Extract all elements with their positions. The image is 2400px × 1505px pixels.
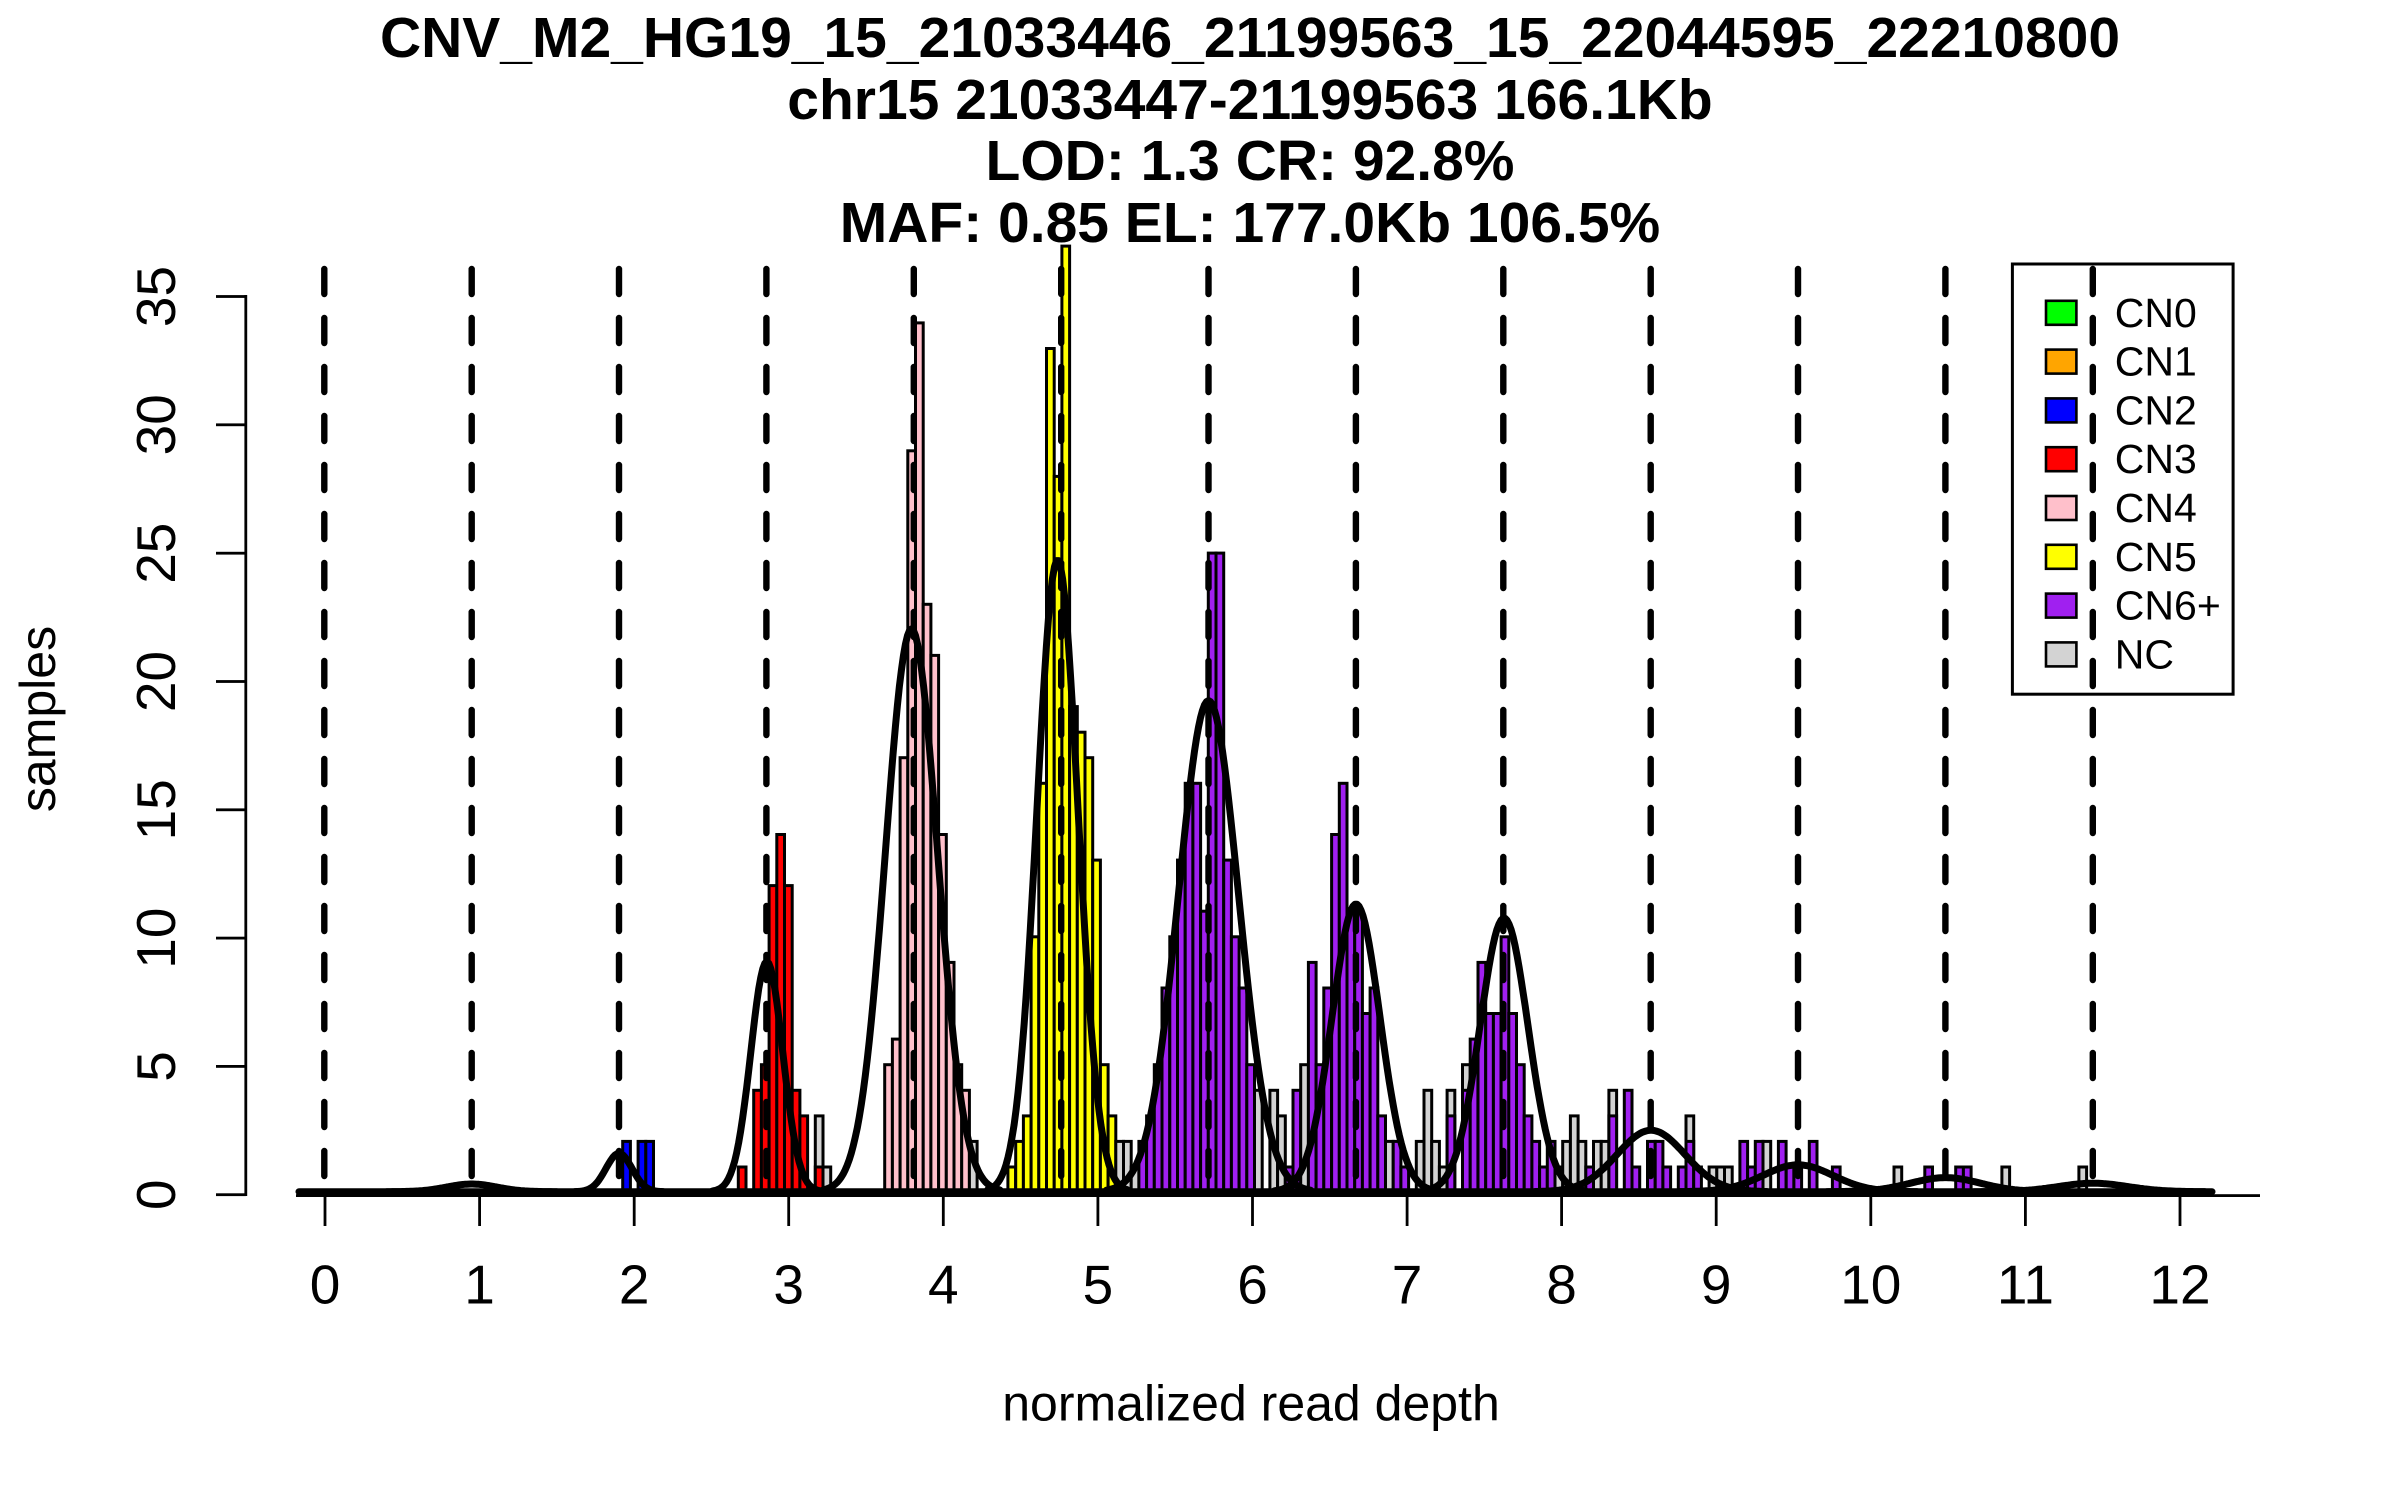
svg-text:samples: samples	[10, 626, 66, 812]
svg-text:35: 35	[125, 266, 187, 327]
svg-text:CN2: CN2	[2115, 387, 2197, 433]
svg-text:8: 8	[1546, 1254, 1577, 1316]
svg-text:5: 5	[1083, 1254, 1114, 1316]
svg-text:chr15 21033447-21199563 166.1K: chr15 21033447-21199563 166.1Kb	[787, 68, 1712, 132]
svg-text:CN3: CN3	[2115, 436, 2197, 482]
svg-text:CN6+: CN6+	[2115, 583, 2221, 629]
svg-text:CN0: CN0	[2115, 290, 2197, 336]
svg-text:4: 4	[928, 1254, 959, 1316]
svg-text:CN4: CN4	[2115, 485, 2197, 531]
svg-text:11: 11	[1997, 1254, 2054, 1316]
svg-text:30: 30	[125, 394, 187, 455]
svg-text:1: 1	[464, 1254, 495, 1316]
svg-text:CN5: CN5	[2115, 534, 2197, 580]
svg-text:6: 6	[1237, 1254, 1268, 1316]
svg-text:9: 9	[1701, 1254, 1732, 1316]
svg-text:5: 5	[125, 1051, 187, 1082]
svg-text:10: 10	[125, 908, 187, 969]
svg-text:CNV_M2_HG19_15_21033446_211995: CNV_M2_HG19_15_21033446_21199563_15_2204…	[380, 6, 2120, 70]
svg-text:CN1: CN1	[2115, 339, 2197, 385]
svg-text:25: 25	[125, 523, 187, 584]
svg-text:3: 3	[773, 1254, 804, 1316]
svg-text:20: 20	[125, 651, 187, 712]
svg-text:12: 12	[2149, 1254, 2210, 1316]
svg-text:15: 15	[125, 779, 187, 840]
svg-text:10: 10	[1840, 1254, 1901, 1316]
svg-text:0: 0	[125, 1179, 187, 1210]
svg-text:7: 7	[1392, 1254, 1423, 1316]
svg-text:MAF: 0.85 EL: 177.0Kb 106.5%: MAF: 0.85 EL: 177.0Kb 106.5%	[840, 191, 1661, 255]
svg-text:0: 0	[310, 1254, 341, 1316]
svg-text:2: 2	[619, 1254, 650, 1316]
svg-text:NC: NC	[2115, 631, 2174, 677]
svg-text:normalized read depth: normalized read depth	[1002, 1376, 1500, 1432]
svg-text:LOD: 1.3 CR: 92.8%: LOD: 1.3 CR: 92.8%	[986, 129, 1515, 193]
